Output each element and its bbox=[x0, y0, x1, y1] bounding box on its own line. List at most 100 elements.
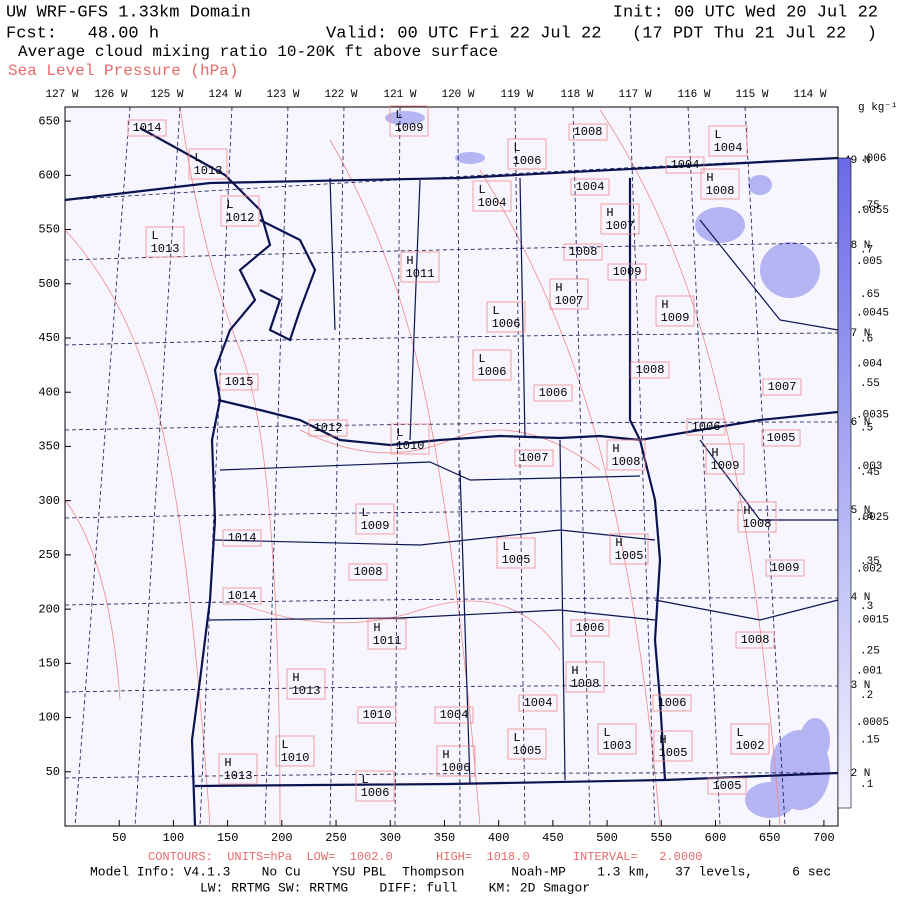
pressure-kind: H bbox=[711, 446, 718, 460]
x-tick-label: 400 bbox=[488, 831, 510, 845]
pressure-kind: L bbox=[478, 352, 485, 366]
pressure-value: 1004 bbox=[714, 141, 743, 155]
label-box bbox=[653, 730, 693, 762]
pressure-value: 1008 bbox=[636, 363, 665, 377]
label-box bbox=[762, 378, 802, 396]
pressure-value: 1005 bbox=[659, 746, 688, 760]
label-box bbox=[705, 443, 745, 475]
label-box bbox=[472, 349, 512, 381]
pressure-value: 1006 bbox=[478, 365, 507, 379]
pressure-value: 1009 bbox=[613, 265, 642, 279]
pressure-kind: H bbox=[743, 504, 750, 518]
x-tick-label: 550 bbox=[650, 831, 672, 845]
longitude-label: 124 W bbox=[208, 89, 241, 101]
pressure-value: 1009 bbox=[361, 519, 390, 533]
longitude-label: 121 W bbox=[383, 89, 416, 101]
colorbar-label: .6 bbox=[860, 334, 873, 346]
pressure-kind: L bbox=[361, 506, 368, 520]
pressure-value: 1011 bbox=[406, 267, 435, 281]
colorbar-labels: .0055 .005 .0045 .004 .0035 .003 .0025 .002 .001… bbox=[856, 200, 889, 791]
colorbar-label: .65 bbox=[860, 289, 880, 301]
pressure-value: 1005 bbox=[502, 553, 531, 567]
pressure-value: 1008 bbox=[571, 677, 600, 691]
label-box bbox=[390, 423, 430, 455]
pressure-value: 1012 bbox=[226, 211, 255, 225]
label-box bbox=[606, 439, 646, 471]
label-box bbox=[145, 226, 185, 258]
x-tick-label: 600 bbox=[705, 831, 727, 845]
longitude-label: 125 W bbox=[150, 89, 183, 101]
pressure-kind: L bbox=[492, 304, 499, 318]
label-box bbox=[735, 631, 775, 649]
colorbar-label: .0005 bbox=[856, 717, 889, 729]
pressure-kind: H bbox=[406, 254, 413, 268]
x-tick-label: 300 bbox=[379, 831, 401, 845]
pressure-kind: L bbox=[395, 108, 402, 122]
x-tick-label: 250 bbox=[325, 831, 347, 845]
pressure-center: 1006 bbox=[686, 418, 726, 436]
label-box bbox=[286, 668, 326, 700]
colorbar-label: .3 bbox=[860, 601, 873, 613]
pressure-kind: H bbox=[615, 536, 622, 550]
colorbar-label: .45 bbox=[860, 467, 880, 479]
pressure-kind: L bbox=[513, 731, 520, 745]
pressure-center: 1004 bbox=[665, 156, 705, 174]
pressure-value: 1009 bbox=[771, 561, 800, 575]
pressure-value: 1006 bbox=[513, 154, 542, 168]
longitude-label: 126 W bbox=[94, 89, 127, 101]
pressure-kind: H bbox=[571, 664, 578, 678]
label-box bbox=[655, 295, 695, 327]
pressure-center: 1004 bbox=[518, 694, 558, 712]
pressure-value: 1009 bbox=[711, 459, 740, 473]
pressure-value: 1009 bbox=[661, 311, 690, 325]
label-box bbox=[434, 706, 474, 724]
label-box bbox=[686, 418, 726, 436]
pressure-value: 1006 bbox=[576, 621, 605, 635]
label-box bbox=[472, 180, 512, 212]
label-box bbox=[737, 501, 777, 533]
pressure-value: 1013 bbox=[151, 242, 180, 256]
label-box bbox=[507, 728, 547, 760]
pressure-value: 1007 bbox=[768, 380, 797, 394]
longitude-label: 123 W bbox=[266, 89, 299, 101]
label-box bbox=[652, 694, 692, 712]
pressure-center: 1008 bbox=[563, 243, 603, 261]
pressure-value: 1014 bbox=[133, 121, 162, 135]
y-tick-label: 400 bbox=[38, 385, 60, 399]
pressure-value: 1004 bbox=[576, 180, 605, 194]
pressure-value: 1010 bbox=[281, 751, 310, 765]
longitude-label: 114 W bbox=[793, 89, 826, 101]
pressure-kind: L bbox=[714, 128, 721, 142]
pressure-center: 1005 bbox=[761, 429, 801, 447]
y-tick-label: 150 bbox=[38, 657, 60, 671]
label-box bbox=[275, 735, 315, 767]
colorbar-label: .0025 bbox=[856, 512, 889, 524]
colorbar-label: .35 bbox=[860, 556, 880, 568]
pressure-kind: H bbox=[706, 171, 713, 185]
pressure-kind: L bbox=[151, 229, 158, 243]
pressure-kind: H bbox=[373, 621, 380, 635]
pressure-value: 1010 bbox=[363, 708, 392, 722]
longitude-label: 116 W bbox=[677, 89, 710, 101]
pressure-center: 1008 bbox=[348, 563, 388, 581]
x-tick-label: 700 bbox=[813, 831, 835, 845]
pressure-value: 1003 bbox=[603, 739, 632, 753]
label-box bbox=[630, 361, 670, 379]
pressure-center: 1006 bbox=[570, 619, 610, 637]
pressure-kind: L bbox=[736, 726, 743, 740]
